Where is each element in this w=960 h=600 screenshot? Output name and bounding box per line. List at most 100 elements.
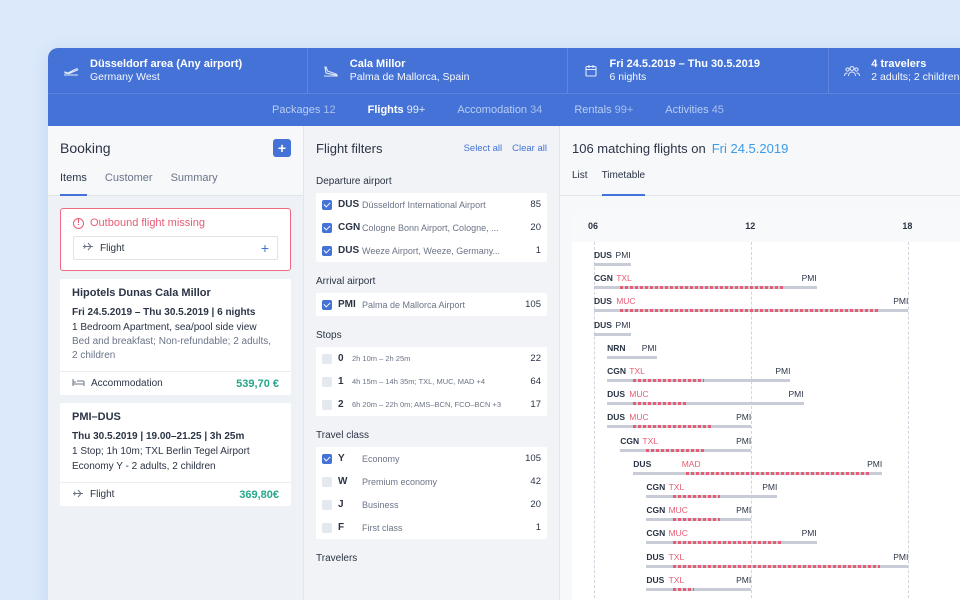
filter-row[interactable]: CGN Cologne Bonn Airport, Cologne, ... 20: [316, 216, 547, 239]
flight-row[interactable]: DUS MUC PMI: [594, 296, 909, 313]
booking-card-flight[interactable]: PMI–DUS Thu 30.5.2019 | 19.00–21.25 | 3h…: [60, 403, 291, 506]
layover-bar: [672, 495, 720, 498]
flight-row[interactable]: CGN TXL PMI: [620, 436, 752, 452]
filter-row[interactable]: DUS Weeze Airport, Weeze, Germany... 1: [316, 239, 547, 262]
stops-list: 0 2h 10m – 2h 25m 22 1 4h 15m – 14h 35m; TX…: [316, 347, 547, 416]
filter-row[interactable]: DUS Düsseldorf International Airport 85: [316, 193, 547, 216]
airport-name: Cologne Bonn Airport, Cologne, ...: [362, 222, 499, 233]
tab-items[interactable]: Items: [60, 170, 87, 196]
filter-row[interactable]: Y Economy 105: [316, 447, 547, 470]
layover-bar: [633, 379, 705, 382]
flight-row[interactable]: CGN TXL PMI: [594, 273, 817, 290]
checkbox[interactable]: [322, 353, 332, 364]
flight-filters-panel: Flight filters Select all Clear all Depa…: [304, 126, 560, 600]
flight-row[interactable]: DUS MUC PMI: [607, 412, 752, 429]
class-name: Business: [362, 499, 399, 510]
flight-row[interactable]: DUS TXL PMI: [646, 574, 752, 591]
flight-row[interactable]: DUS MUC PMI: [607, 389, 804, 406]
booking-card-accommodation[interactable]: Hipotels Dunas Cala Millor Fri 24.5.2019…: [60, 279, 291, 395]
card-title: PMI–DUS: [72, 411, 121, 423]
booking-panel: Booking + Items Customer Summary ! Outbo…: [48, 126, 304, 600]
add-booking-item-button[interactable]: +: [273, 139, 291, 157]
hour-gridline: [908, 242, 910, 600]
flight-row[interactable]: DUS TXL PMI: [646, 551, 909, 568]
flight-stop: MUC: [668, 528, 688, 539]
destination-selector[interactable]: Cala Millor Palma de Mallorca, Spain: [308, 48, 568, 93]
filter-row[interactable]: 0 2h 10m – 2h 25m 22: [316, 347, 547, 370]
filter-count: 42: [530, 476, 541, 487]
flight-origin: DUS: [607, 389, 626, 400]
checkbox[interactable]: [322, 399, 332, 410]
origin-selector[interactable]: Düsseldorf area (Any airport) Germany We…: [48, 48, 308, 93]
flight-stop: MUC: [629, 412, 649, 423]
filters-title: Flight filters: [316, 140, 383, 156]
flight-stop: TXL: [668, 574, 685, 585]
tab-customer[interactable]: Customer: [104, 172, 153, 184]
origin-title: Düsseldorf area (Any airport): [90, 57, 243, 70]
flight-origin: DUS: [646, 551, 665, 562]
hour-gridline: [751, 242, 753, 600]
filter-count: 105: [525, 453, 541, 464]
layover-bar: [620, 309, 880, 313]
flight-row[interactable]: CGN TXL PMI: [607, 366, 791, 382]
departure-airport-list: DUS Düsseldorf International Airport 85 CG…: [316, 193, 547, 262]
flight-row[interactable]: CGN MUC PMI: [646, 505, 752, 522]
travelers-selector[interactable]: 4 travelers 2 adults; 2 children: [829, 48, 960, 93]
tab-timetable[interactable]: Timetable: [601, 170, 645, 196]
users-icon: [843, 62, 861, 80]
flight-destination: PMI: [641, 342, 657, 353]
checkbox[interactable]: [322, 245, 332, 256]
checkbox[interactable]: [322, 376, 332, 387]
add-flight-button[interactable]: +: [260, 240, 269, 256]
checkbox[interactable]: [322, 199, 332, 210]
tab-summary[interactable]: Summary: [170, 172, 218, 184]
flight-origin: CGN: [646, 528, 666, 539]
tab-activities[interactable]: Activities 45: [665, 104, 724, 116]
flight-origin: CGN: [646, 505, 666, 516]
checkbox[interactable]: [322, 299, 332, 310]
stops-desc: 2h 10m – 2h 25m: [352, 354, 411, 363]
filter-row[interactable]: J Business 20: [316, 493, 547, 516]
dates-selector[interactable]: Fri 24.5.2019 – Thu 30.5.2019 6 nights: [568, 48, 830, 93]
checkbox[interactable]: [322, 476, 332, 487]
plane-takeoff-icon: [62, 62, 80, 80]
checkbox[interactable]: [322, 499, 332, 510]
flight-row[interactable]: CGN MUC PMI: [646, 528, 817, 545]
checkbox[interactable]: [322, 453, 332, 464]
tab-packages[interactable]: Packages 12: [272, 104, 336, 116]
clear-all-link[interactable]: Clear all: [512, 142, 547, 154]
layover-bar: [672, 587, 694, 591]
flight-origin: DUS: [646, 574, 665, 585]
booking-tabs: Items Customer Summary: [48, 170, 303, 196]
tab-flights[interactable]: Flights 99+: [368, 104, 426, 116]
filter-row[interactable]: W Premium economy 42: [316, 470, 547, 493]
flight-duration-bar: [594, 263, 631, 266]
flight-origin: NRN: [607, 342, 626, 353]
select-all-link[interactable]: Select all: [463, 142, 503, 154]
axis-tick-label: 06: [588, 221, 599, 231]
filter-row[interactable]: 1 4h 15m – 14h 35m; TXL, MUC, MAD +4 64: [316, 370, 547, 393]
layover-bar: [633, 402, 689, 406]
tab-list[interactable]: List: [572, 170, 588, 181]
filter-row[interactable]: PMI Palma de Mallorca Airport 105: [316, 293, 547, 316]
tab-accomodation[interactable]: Accomodation 34: [457, 104, 542, 116]
filter-row[interactable]: 2 6h 20m – 22h 0m; AMS–BCN, FCO–BCN +3 17: [316, 393, 547, 416]
flight-row[interactable]: DUS MAD PMI: [633, 459, 883, 475]
card-type: Flight: [90, 489, 115, 500]
flight-row[interactable]: CGN TXL PMI: [646, 482, 778, 498]
flight-destination: PMI: [736, 574, 752, 585]
add-flight-row[interactable]: Flight +: [73, 236, 278, 260]
flight-row[interactable]: DUS PMI: [594, 250, 631, 266]
flight-date[interactable]: Fri 24.5.2019: [711, 140, 789, 156]
class-name: First class: [362, 522, 403, 533]
tab-count: 12: [323, 104, 336, 116]
flight-row[interactable]: NRN PMI: [607, 343, 657, 359]
tab-rentals[interactable]: Rentals 99+: [574, 104, 633, 116]
travel-class-list: Y Economy 105 W Premium economy 42 J Business…: [316, 447, 547, 539]
checkbox[interactable]: [322, 522, 332, 533]
flight-destination: PMI: [801, 528, 817, 539]
flight-row[interactable]: DUS PMI: [594, 320, 631, 336]
filter-row[interactable]: F First class 1: [316, 516, 547, 539]
flight-duration-bar: [594, 332, 631, 336]
checkbox[interactable]: [322, 222, 332, 233]
